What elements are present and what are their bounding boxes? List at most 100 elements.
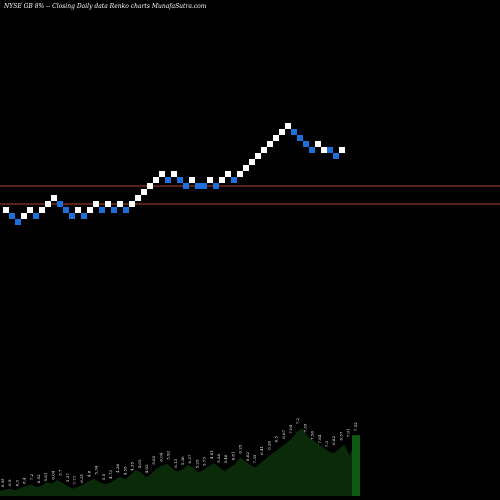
renko-brick-up <box>87 207 93 213</box>
volume-label: 7.56 <box>310 431 315 440</box>
volume-label: 6.5f <box>0 479 5 487</box>
renko-brick-up <box>3 207 9 213</box>
renko-brick-down <box>99 207 105 213</box>
renko-brick-down <box>57 201 63 207</box>
renko-brick-down <box>177 177 183 183</box>
renko-brick-up <box>261 147 267 153</box>
renko-brick-down <box>63 207 69 213</box>
renko-brick-up <box>45 201 51 207</box>
volume-label: 7.52 <box>353 422 358 431</box>
volume-label: 6.04 <box>158 452 163 461</box>
volume-label: 4.8 <box>86 470 91 477</box>
renko-brick-up <box>255 153 261 159</box>
volume-label: 5.37 <box>65 473 70 482</box>
volume-label: 7.35 <box>252 454 257 463</box>
renko-brick-up <box>189 177 195 183</box>
renko-brick-up <box>147 183 153 189</box>
volume-label: 6.31 <box>79 474 84 483</box>
renko-brick-down <box>111 207 117 213</box>
volume-label: 6.57 <box>338 431 343 440</box>
volume-label: 3.7 <box>58 469 63 476</box>
volume-label: 5.62 <box>151 455 156 464</box>
renko-brick-down <box>327 147 333 153</box>
volume-label: 7.84 <box>317 434 322 443</box>
renko-brick-up <box>75 207 81 213</box>
renko-brick-up <box>279 129 285 135</box>
renko-brick-down <box>123 207 129 213</box>
renko-brick-up <box>93 201 99 207</box>
volume-label: 5.5 <box>101 473 106 480</box>
renko-brick-up <box>171 171 177 177</box>
volume-label: 7.04 <box>288 424 293 433</box>
renko-brick-up <box>243 165 249 171</box>
volume-label: 7.2 <box>29 473 34 480</box>
renko-brick-up <box>51 195 57 201</box>
volume-label: 7.91 <box>346 428 351 437</box>
volume-label: 6.82 <box>331 436 336 445</box>
volume-label: 4.38 <box>115 463 120 472</box>
volume-label: 6.37 <box>187 454 192 463</box>
renko-brick-up <box>153 177 159 183</box>
renko-brick-down <box>213 183 219 189</box>
volume-label: 6.67 <box>281 429 286 438</box>
volume-label: 4.05 <box>137 459 142 468</box>
renko-brick-up <box>249 159 255 165</box>
renko-brick-up <box>39 207 45 213</box>
volume-area <box>0 428 360 496</box>
renko-brick-down <box>291 129 297 135</box>
volume-label: 6.3 <box>14 480 19 487</box>
renko-brick-up <box>159 171 165 177</box>
renko-brick-up <box>27 207 33 213</box>
volume-label: 7.35 <box>302 423 307 432</box>
volume-label: 4.35 <box>130 462 135 471</box>
volume-label: 4.73 <box>108 470 113 479</box>
volume-label: 5.92 <box>166 450 171 459</box>
renko-brick-up <box>21 213 27 219</box>
renko-brick-up <box>225 171 231 177</box>
volume-last-bar <box>352 435 360 496</box>
volume-label: 5.46 <box>223 454 228 463</box>
volume-labels: 6.5f 6.9 6.3 8.47.2 6.52 5.81 6.04 3.75.37 7.77 6… <box>0 418 358 487</box>
renko-brick-down <box>165 177 171 183</box>
volume-label: 8.4 <box>22 477 27 484</box>
renko-brick-up <box>105 201 111 207</box>
renko-brick-down <box>9 213 15 219</box>
renko-brick-down <box>297 135 303 141</box>
volume-area-fill <box>0 428 360 496</box>
renko-brick-down <box>333 153 339 159</box>
renko-brick-up <box>339 147 345 153</box>
renko-bricks <box>3 123 345 225</box>
volume-label: 6.04 <box>50 470 55 479</box>
volume-label: 6.81 <box>230 451 235 460</box>
volume-label: 5.73 <box>202 457 207 466</box>
chart-header-title: NYSE GB 8% -- Closing Daily data Renko c… <box>3 3 207 10</box>
volume-label: 6.02 <box>245 452 250 461</box>
renko-brick-up <box>135 195 141 201</box>
renko-brick-up <box>117 201 123 207</box>
volume-label: 6.26 <box>266 440 271 449</box>
renko-brick-down <box>81 213 87 219</box>
volume-label: 5.25 <box>194 459 199 468</box>
volume-label: 7.77 <box>72 475 77 484</box>
volume-label: 4.93 <box>144 464 149 473</box>
volume-label: 6.13 <box>173 458 178 467</box>
volume-label: 6.5 <box>274 436 279 443</box>
renko-brick-up <box>207 177 213 183</box>
renko-brick-down <box>183 183 189 189</box>
renko-brick-up <box>267 141 273 147</box>
renko-brick-down <box>201 183 207 189</box>
renko-brick-down <box>69 213 75 219</box>
renko-brick-up <box>285 123 291 129</box>
volume-label: 6.9 <box>7 479 12 486</box>
renko-brick-up <box>321 147 327 153</box>
volume-label: 5.81 <box>43 473 48 482</box>
volume-label: 7.3 <box>324 441 329 448</box>
volume-label: 4.55 <box>122 466 127 475</box>
renko-brick-up <box>315 141 321 147</box>
renko-brick-down <box>303 141 309 147</box>
volume-label: 6.52 <box>36 474 41 483</box>
renko-brick-down <box>309 147 315 153</box>
renko-brick-down <box>195 183 201 189</box>
renko-brick-up <box>237 171 243 177</box>
